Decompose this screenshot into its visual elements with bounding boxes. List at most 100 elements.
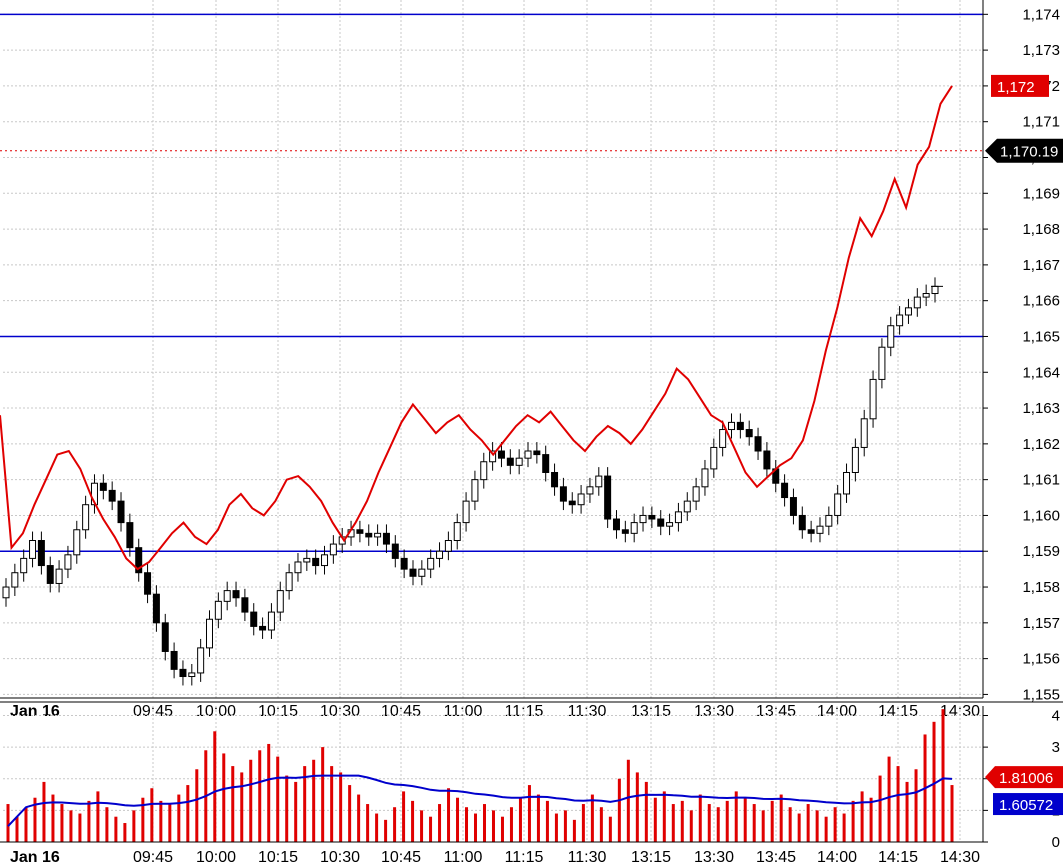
volume-bar — [653, 797, 657, 842]
last-volume-badge-label: 1.81006 — [999, 770, 1053, 787]
volume-bar — [518, 797, 522, 842]
last-price-badge-label: 1,170.19 — [1000, 144, 1058, 161]
volume-bar — [420, 810, 424, 842]
candle-body — [267, 611, 275, 631]
horizontal-levels — [0, 13, 983, 552]
volume-bar — [438, 804, 442, 842]
candle-body — [73, 529, 81, 556]
candle-body — [82, 504, 90, 531]
volume-bar — [366, 804, 370, 842]
volume-average-line — [7, 774, 953, 827]
volume-time-tick-label: 11:00 — [444, 849, 483, 865]
candle-body — [294, 561, 302, 574]
price-tick-label: 1,157 — [1022, 615, 1060, 632]
volume-bar — [644, 781, 648, 842]
volume-bar — [393, 807, 397, 842]
volume-bar — [509, 807, 513, 842]
volume-bar — [312, 759, 316, 842]
price-tick-label: 1,171 — [1022, 114, 1060, 131]
volume-time-tick-label: 13:15 — [631, 849, 671, 865]
volume-bar — [87, 800, 91, 842]
price-tick-label: 1,158 — [1022, 579, 1060, 596]
candle-body — [834, 493, 842, 516]
candle-body — [754, 436, 762, 452]
candle-body — [144, 572, 152, 595]
candle-body — [648, 514, 656, 520]
candlestick-series — [2, 277, 943, 686]
candle-body — [55, 568, 63, 584]
candle-body — [630, 522, 638, 534]
volume-bar — [321, 747, 325, 842]
candle-body — [37, 540, 45, 567]
volume-bar — [15, 816, 19, 842]
candle-body — [205, 618, 213, 649]
volume-bar — [752, 804, 756, 842]
volume-bar — [824, 816, 828, 842]
candle-body — [559, 486, 567, 502]
volume-badges: 1.81006 1.60572 — [985, 766, 1063, 816]
volume-bar — [716, 807, 720, 842]
price-tick-label: 1,167 — [1022, 257, 1060, 274]
price-tick-label: 1,159 — [1022, 543, 1060, 560]
volume-date-label: Jan 16 — [10, 849, 60, 865]
candle-body — [99, 482, 107, 491]
volume-bar — [608, 816, 612, 842]
volume-bar — [231, 766, 235, 842]
volume-bar — [617, 778, 621, 842]
candle-body — [604, 475, 612, 520]
time-axis-main: Jan 16 09:45 10:00 10:15 10:30 10:45 11:00 11:1… — [0, 697, 983, 720]
volume-bar — [177, 794, 181, 842]
volume-bar — [51, 794, 55, 842]
candle-body — [179, 668, 187, 678]
candle-body — [736, 421, 744, 431]
candle-body — [480, 461, 488, 481]
volume-time-tick-label: 14:30 — [940, 849, 980, 865]
candle-body — [161, 622, 169, 652]
volume-bar — [896, 766, 900, 842]
price-tick-label: 1,165 — [1022, 328, 1060, 345]
volume-time-tick-label: 10:30 — [320, 849, 360, 865]
volume-bar — [563, 810, 567, 842]
volume-bar — [869, 797, 873, 842]
candle-body — [497, 450, 505, 459]
volume-bar — [33, 797, 37, 842]
volume-bar — [456, 797, 460, 842]
volume-bar — [500, 816, 504, 842]
volume-bar — [950, 785, 954, 842]
price-tick-label: 1,164 — [1022, 364, 1060, 381]
candle-body — [400, 557, 408, 570]
volume-bar — [294, 781, 298, 842]
candle-body — [869, 378, 877, 420]
candle-body — [20, 557, 28, 574]
candle-body — [922, 293, 930, 298]
volume-bar — [536, 794, 540, 842]
volume-tick-label: 4 — [1052, 707, 1060, 724]
candle-body — [170, 650, 178, 670]
volume-time-tick-label: 14:00 — [817, 849, 857, 865]
volume-bar — [635, 772, 639, 842]
price-tick-label: 1,169 — [1022, 185, 1060, 202]
volume-bar — [698, 794, 702, 842]
candle-body — [595, 475, 603, 488]
candle-body — [851, 446, 859, 473]
candle-body — [798, 514, 806, 531]
volume-bar — [168, 804, 172, 842]
volume-bar — [105, 807, 109, 842]
volume-bar — [572, 819, 576, 842]
candle-body — [763, 450, 771, 470]
candle-body — [471, 479, 479, 502]
volume-bar — [348, 785, 352, 842]
candle-body — [887, 325, 895, 348]
volume-bar — [258, 750, 262, 842]
candle-body — [807, 529, 815, 534]
price-tick-label: 1,161 — [1022, 472, 1060, 489]
volume-bar — [222, 753, 226, 842]
candle-body — [825, 514, 833, 527]
candle-body — [896, 314, 904, 327]
candle-body — [135, 547, 143, 574]
volume-bar — [680, 800, 684, 842]
volume-bar — [339, 772, 343, 842]
volume-bar — [123, 823, 127, 842]
volume-bar — [626, 759, 630, 842]
volume-bars — [6, 709, 954, 842]
